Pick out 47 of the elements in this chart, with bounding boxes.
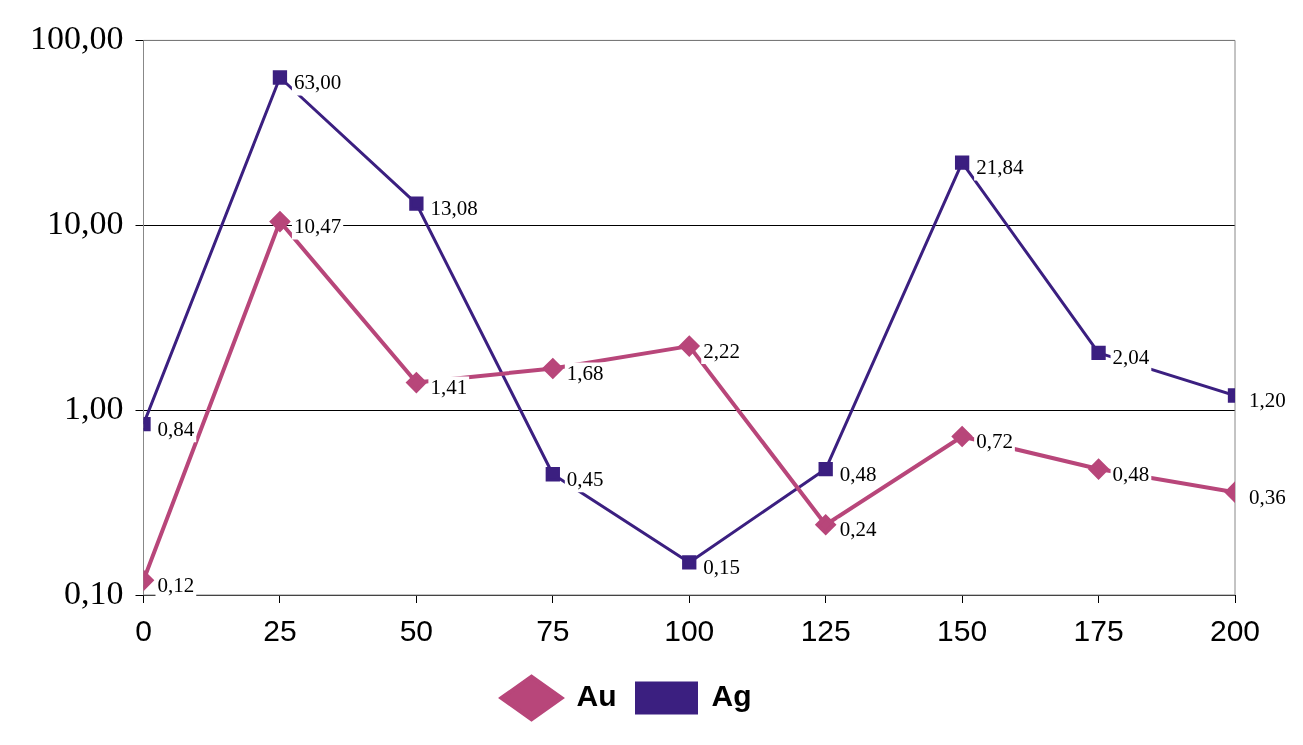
point [954,155,970,170]
point [815,514,836,535]
data-label: 1,20 [1249,388,1286,413]
data-label: 63,00 [293,70,342,95]
data-label: 0,72 [976,429,1013,454]
point [272,70,288,85]
x-tick-label: 175 [1073,614,1124,648]
point [542,358,563,379]
data-label: 1,41 [430,375,468,400]
data-label: 2,22 [703,338,740,363]
data-label: 0,24 [839,517,877,542]
point [952,426,973,447]
data-label: 0,15 [703,554,740,579]
data-label: 2,04 [1112,345,1150,370]
data-label: 21,84 [976,155,1024,180]
y-tick-label: 0,10 [64,573,124,611]
data-label: 0,84 [157,416,195,441]
data-label: 0,45 [566,466,604,491]
x-tick-label: 100 [664,614,715,648]
point [406,372,427,393]
x-tick-label: 25 [263,614,297,648]
x-tick-label: 50 [399,614,434,648]
point [269,211,290,232]
point [679,336,700,357]
x-tick-label: 150 [937,614,988,648]
x-tick-label: 125 [800,614,851,648]
x-tick-label: 200 [1209,614,1261,648]
data-label: 0,36 [1249,484,1286,509]
legend-label: Ag [711,679,752,713]
point [682,555,697,570]
point [409,196,424,211]
y-tick-label: 1,00 [64,389,124,427]
legend-label: Au [576,679,617,713]
data-label: 10,47 [293,214,342,239]
data-label: 0,48 [1112,461,1150,486]
x-tick-label: 75 [536,614,570,648]
point [1091,345,1106,361]
y-tick-label: 10,00 [47,204,124,242]
point [818,461,833,477]
point [545,467,560,482]
data-label: 13,08 [430,196,478,221]
x-tick-label: 0 [135,614,152,648]
point [1088,459,1109,480]
data-label: 1,68 [566,361,604,385]
y-tick-label: 100,00 [30,19,124,57]
data-label: 0,12 [157,572,195,597]
data-label: 0,48 [839,461,877,486]
